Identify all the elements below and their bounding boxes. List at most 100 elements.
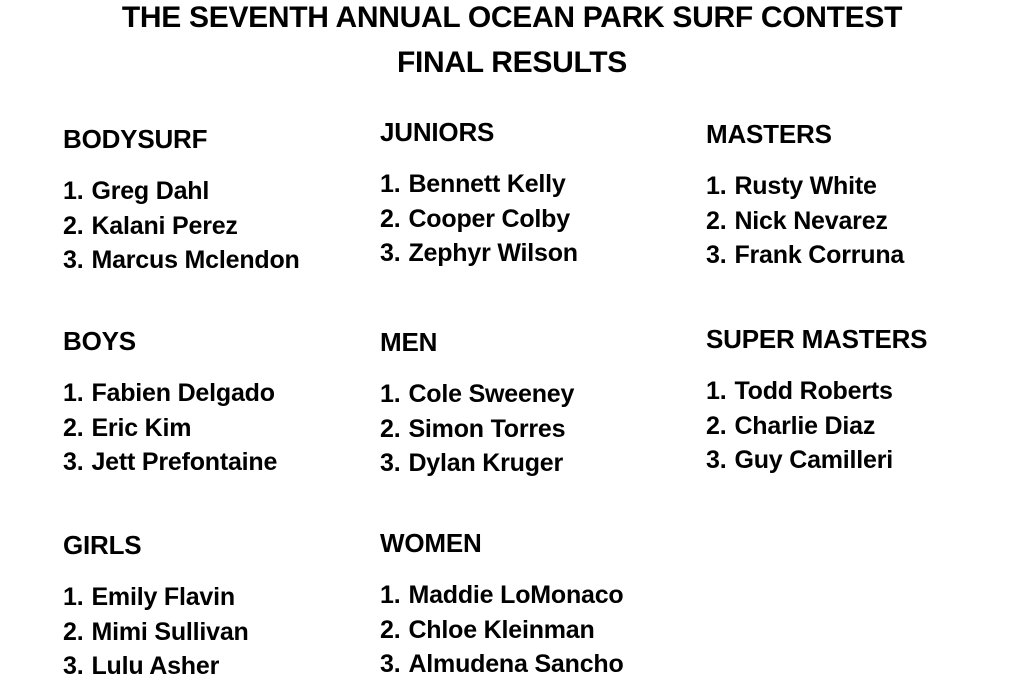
result-entry: 1. Emily Flavin — [63, 580, 249, 615]
category-heading: GIRLS — [63, 530, 142, 560]
result-entry: 1. Greg Dahl — [63, 174, 300, 209]
result-entry: 3. Guy Camilleri — [706, 443, 927, 478]
category-heading: BOYS — [63, 326, 136, 356]
result-entry: 1. Cole Sweeney — [380, 377, 574, 412]
category-heading: WOMEN — [380, 528, 482, 558]
result-name: Nick Nevarez — [734, 206, 888, 235]
document-title: THE SEVENTH ANNUAL OCEAN PARK SURF CONTE… — [121, 1, 903, 34]
result-name: Cole Sweeney — [408, 380, 575, 408]
entry-list: 1. Todd Roberts 2. Charlie Diaz 3. Guy Cami… — [706, 374, 927, 478]
result-entry: 1. Fabien Delgado — [63, 376, 277, 411]
result-rank: 2. — [63, 617, 84, 646]
entry-list: 1. Maddie LoMonaco 2. Chloe Kleinman 3. Alm… — [380, 578, 624, 682]
result-name: Bennett Kelly — [408, 170, 566, 198]
result-name: Dylan Kruger — [408, 449, 564, 478]
result-rank: 3. — [706, 446, 727, 475]
result-name: Todd Roberts — [734, 377, 893, 405]
result-entry: 2. Eric Kim — [63, 411, 277, 446]
result-rank: 2. — [380, 204, 401, 233]
result-rank: 3. — [63, 246, 84, 275]
result-name: Greg Dahl — [91, 177, 210, 205]
result-name: Eric Kim — [91, 413, 192, 442]
result-rank: 2. — [706, 411, 727, 440]
result-name: Marcus Mclendon — [91, 246, 300, 275]
result-entry: 2. Chloe Kleinman — [380, 613, 624, 648]
entry-list: 1. Bennett Kelly 2. Cooper Colby 3. Zephyr … — [380, 167, 578, 271]
result-entry: 1. Rusty White — [706, 169, 904, 204]
result-rank: 1. — [380, 380, 401, 408]
result-name: Kalani Perez — [91, 211, 238, 240]
result-rank: 1. — [380, 581, 401, 609]
result-rank: 3. — [380, 239, 401, 268]
result-entry: 3. Lulu Asher — [63, 649, 249, 684]
entry-list: 1. Rusty White 2. Nick Nevarez 3. Frank Cor… — [706, 169, 904, 273]
entry-list: 1. Fabien Delgado 2. Eric Kim 3. Jett Prefo… — [63, 376, 277, 480]
result-name: Rusty White — [734, 172, 877, 200]
category-heading: SUPER MASTERS — [706, 324, 928, 354]
result-rank: 3. — [63, 652, 84, 681]
result-rank: 3. — [380, 449, 401, 478]
result-rank: 2. — [63, 211, 84, 240]
results-section-juniors: JUNIORS 1. Bennett Kelly 2. Cooper Colby 3… — [380, 118, 578, 271]
result-entry: 2. Charlie Diaz — [706, 409, 927, 444]
result-rank: 2. — [706, 206, 727, 235]
result-name: Maddie LoMonaco — [408, 581, 624, 609]
result-rank: 1. — [380, 170, 401, 198]
document-title-block: THE SEVENTH ANNUAL OCEAN PARK SURF CONTE… — [0, 0, 1024, 85]
result-entry: 3. Zephyr Wilson — [380, 236, 578, 271]
results-section-masters: MASTERS 1. Rusty White 2. Nick Nevarez 3. F… — [706, 120, 904, 273]
result-entry: 3. Dylan Kruger — [380, 446, 574, 481]
result-entry: 1. Bennett Kelly — [380, 167, 578, 202]
result-rank: 2. — [380, 615, 401, 644]
result-rank: 1. — [63, 583, 84, 611]
result-entry: 3. Marcus Mclendon — [63, 243, 300, 278]
result-rank: 1. — [706, 377, 727, 405]
result-rank: 1. — [63, 177, 84, 205]
result-name: Emily Flavin — [91, 583, 235, 611]
result-entry: 3. Almudena Sancho — [380, 647, 624, 682]
result-rank: 1. — [706, 172, 727, 200]
category-heading: MEN — [380, 327, 438, 357]
result-entry: 2. Mimi Sullivan — [63, 615, 249, 650]
result-name: Lulu Asher — [91, 652, 220, 681]
category-heading: MASTERS — [706, 119, 832, 149]
results-section-men: MEN 1. Cole Sweeney 2. Simon Torres 3. Dyla… — [380, 328, 574, 481]
results-section-boys: BOYS 1. Fabien Delgado 2. Eric Kim 3. Jett … — [63, 327, 277, 480]
result-name: Almudena Sancho — [408, 650, 624, 679]
result-name: Cooper Colby — [408, 204, 570, 233]
results-section-bodysurf: BODYSURF 1. Greg Dahl 2. Kalani Perez 3. Ma… — [63, 125, 300, 278]
result-rank: 2. — [380, 414, 401, 443]
document-subtitle: FINAL RESULTS — [397, 46, 627, 79]
category-heading: BODYSURF — [63, 124, 208, 154]
result-rank: 1. — [63, 379, 84, 407]
result-name: Mimi Sullivan — [91, 617, 249, 646]
result-name: Guy Camilleri — [734, 446, 894, 475]
result-name: Simon Torres — [408, 414, 566, 443]
result-entry: 2. Kalani Perez — [63, 209, 300, 244]
result-entry: 2. Cooper Colby — [380, 202, 578, 237]
result-entry: 3. Jett Prefontaine — [63, 445, 277, 480]
result-name: Jett Prefontaine — [91, 448, 278, 477]
entry-list: 1. Cole Sweeney 2. Simon Torres 3. Dylan Kr… — [380, 377, 574, 481]
results-section-women: WOMEN 1. Maddie LoMonaco 2. Chloe Kleinman… — [380, 529, 624, 682]
result-entry: 1. Todd Roberts — [706, 374, 927, 409]
result-rank: 3. — [63, 448, 84, 477]
result-entry: 1. Maddie LoMonaco — [380, 578, 624, 613]
results-section-girls: GIRLS 1. Emily Flavin 2. Mimi Sullivan 3. L… — [63, 531, 249, 684]
result-entry: 3. Frank Corruna — [706, 238, 904, 273]
result-entry: 2. Simon Torres — [380, 412, 574, 447]
result-name: Zephyr Wilson — [408, 239, 578, 268]
result-rank: 3. — [706, 241, 727, 270]
result-name: Frank Corruna — [734, 241, 905, 270]
category-heading: JUNIORS — [380, 117, 495, 147]
result-entry: 2. Nick Nevarez — [706, 204, 904, 239]
entry-list: 1. Emily Flavin 2. Mimi Sullivan 3. Lulu As… — [63, 580, 249, 684]
result-name: Charlie Diaz — [734, 411, 876, 440]
result-name: Fabien Delgado — [91, 379, 275, 407]
entry-list: 1. Greg Dahl 2. Kalani Perez 3. Marcus Mcle… — [63, 174, 300, 278]
result-rank: 3. — [380, 650, 401, 679]
result-rank: 2. — [63, 413, 84, 442]
results-section-super-masters: SUPER MASTERS 1. Todd Roberts 2. Charlie D… — [706, 324, 928, 478]
result-name: Chloe Kleinman — [408, 615, 595, 644]
